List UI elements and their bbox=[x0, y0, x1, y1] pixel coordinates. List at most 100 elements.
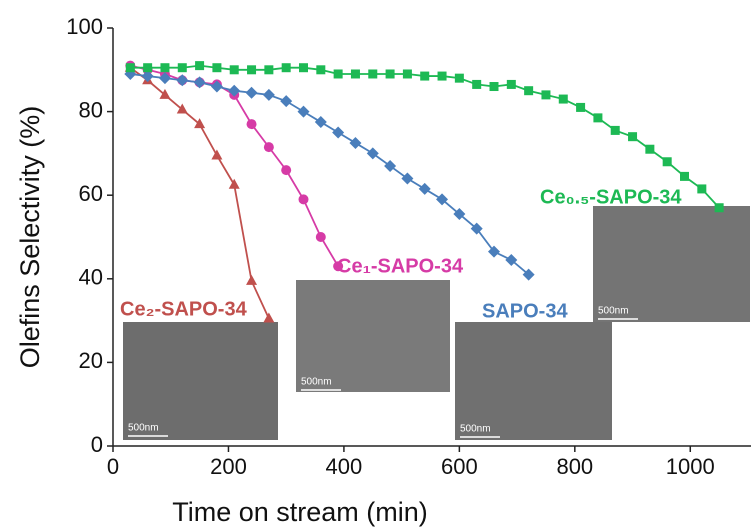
point bbox=[402, 69, 412, 79]
point bbox=[506, 79, 516, 89]
series-label: SAPO-34 bbox=[482, 300, 568, 322]
y-axis-label: Olefins Selectivity (%) bbox=[15, 106, 45, 369]
point bbox=[298, 194, 309, 205]
point bbox=[384, 159, 397, 172]
point bbox=[263, 312, 275, 323]
point bbox=[229, 65, 239, 75]
x-tick-label: 600 bbox=[441, 454, 478, 479]
x-axis-label: Time on stream (min) bbox=[172, 497, 428, 527]
point bbox=[299, 63, 308, 73]
y-tick-label: 20 bbox=[79, 348, 103, 373]
x-tick-label: 1000 bbox=[666, 454, 715, 479]
point bbox=[333, 261, 344, 272]
y-tick-label: 0 bbox=[91, 432, 103, 457]
point bbox=[541, 90, 551, 100]
point bbox=[662, 157, 672, 167]
point bbox=[680, 171, 689, 181]
point bbox=[385, 69, 395, 79]
x-tick-label: 0 bbox=[107, 454, 119, 479]
y-tick-label: 100 bbox=[66, 14, 103, 39]
point bbox=[593, 113, 603, 123]
point bbox=[453, 208, 466, 221]
point bbox=[368, 69, 378, 79]
point bbox=[246, 119, 257, 130]
point bbox=[143, 63, 153, 73]
point bbox=[558, 94, 568, 104]
y-tick-label: 40 bbox=[79, 265, 103, 290]
point bbox=[212, 63, 222, 73]
point bbox=[177, 63, 187, 73]
scale-label: 500nm bbox=[598, 306, 629, 317]
point bbox=[522, 268, 535, 281]
point bbox=[264, 65, 274, 75]
point bbox=[524, 86, 534, 96]
point bbox=[316, 65, 326, 75]
point bbox=[176, 103, 188, 114]
point bbox=[697, 184, 707, 194]
scale-label: 500nm bbox=[460, 424, 491, 435]
point bbox=[228, 84, 241, 97]
point bbox=[194, 118, 206, 129]
point bbox=[315, 232, 326, 242]
sem-inset bbox=[123, 322, 278, 440]
point bbox=[297, 105, 310, 118]
series-label: Ce₀.₅-SAPO-34 bbox=[540, 186, 682, 208]
point bbox=[436, 193, 449, 206]
point bbox=[245, 86, 258, 99]
point bbox=[176, 74, 189, 87]
x-tick-label: 400 bbox=[326, 454, 363, 479]
point bbox=[645, 144, 655, 154]
series-label: Ce₁-SAPO-34 bbox=[337, 255, 464, 277]
point bbox=[349, 136, 362, 149]
point bbox=[159, 88, 171, 99]
point bbox=[211, 149, 223, 160]
point bbox=[333, 69, 343, 79]
point bbox=[437, 71, 447, 81]
point bbox=[401, 172, 414, 185]
point bbox=[610, 125, 620, 135]
scale-label: 500nm bbox=[128, 423, 159, 434]
sem-inset bbox=[296, 280, 450, 392]
point bbox=[158, 72, 171, 85]
point bbox=[281, 63, 291, 73]
point bbox=[247, 65, 257, 75]
point bbox=[505, 253, 518, 266]
point bbox=[228, 178, 240, 189]
point bbox=[714, 203, 724, 213]
insets bbox=[123, 206, 750, 440]
x-tick-label: 200 bbox=[210, 454, 247, 479]
x-tick-label: 800 bbox=[556, 454, 593, 479]
point bbox=[489, 82, 499, 92]
scale-label: 500nm bbox=[301, 377, 332, 388]
point bbox=[628, 132, 638, 142]
sem-inset bbox=[455, 322, 612, 440]
point bbox=[576, 102, 586, 112]
point bbox=[470, 222, 483, 235]
point bbox=[350, 69, 360, 79]
point bbox=[418, 182, 431, 195]
point bbox=[193, 76, 206, 89]
point bbox=[332, 126, 345, 139]
point bbox=[160, 63, 170, 73]
point bbox=[314, 116, 327, 129]
point bbox=[420, 71, 430, 81]
series-line bbox=[130, 73, 530, 276]
series-line bbox=[129, 66, 270, 319]
point bbox=[488, 245, 500, 258]
y-tick-label: 60 bbox=[79, 181, 103, 206]
point bbox=[195, 61, 205, 71]
point bbox=[246, 274, 258, 285]
point bbox=[262, 88, 275, 101]
point bbox=[472, 79, 482, 89]
y-tick-label: 80 bbox=[79, 97, 103, 122]
point bbox=[125, 63, 135, 73]
point bbox=[263, 142, 274, 153]
point bbox=[280, 95, 293, 108]
sem-inset bbox=[593, 206, 750, 322]
point bbox=[366, 147, 379, 160]
point bbox=[281, 165, 292, 176]
point bbox=[141, 70, 154, 83]
series-label: Ce₂-SAPO-34 bbox=[120, 298, 248, 320]
point bbox=[454, 73, 464, 83]
